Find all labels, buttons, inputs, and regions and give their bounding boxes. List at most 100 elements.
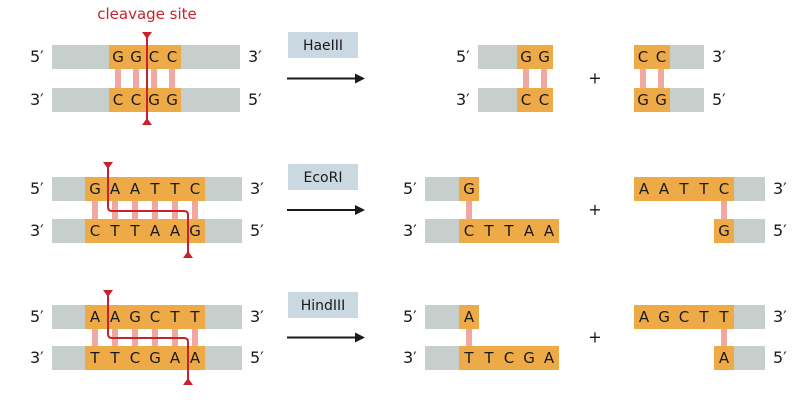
base-bottom: A	[170, 222, 181, 240]
five-prime-label: 5′	[248, 90, 262, 109]
base-bottom: T	[483, 349, 494, 367]
enzyme-box	[288, 32, 358, 58]
base-top: C	[679, 308, 689, 326]
base-top: T	[169, 180, 180, 198]
base-pair-bond	[721, 201, 727, 219]
three-prime-label: 3′	[248, 47, 262, 66]
base-bottom: C	[130, 349, 140, 367]
base-top: A	[639, 180, 650, 198]
left-product: 5′ 3′ G G C C	[456, 45, 553, 112]
plus-sign: +	[588, 328, 601, 347]
backbone-bottom	[425, 219, 459, 243]
base-pair-bond	[466, 201, 472, 219]
cleavage-marker-top	[142, 32, 152, 39]
base-bottom: C	[464, 222, 474, 240]
base-bottom: G	[523, 349, 535, 367]
base-bottom: A	[544, 222, 555, 240]
base-top: T	[718, 308, 729, 326]
base-pair-bond	[541, 69, 547, 88]
product-site-bottom	[517, 88, 553, 112]
base-top: G	[463, 180, 475, 198]
base-top: A	[659, 180, 670, 198]
recognition-site-top	[85, 177, 205, 201]
base-pair-bond	[658, 69, 664, 88]
base-bottom: G	[148, 91, 160, 109]
base-pair-bond	[151, 69, 157, 88]
base-pair-bond	[192, 201, 198, 219]
five-prime-label: 5′	[773, 221, 787, 240]
base-top: G	[112, 48, 124, 66]
base-bottom: T	[109, 349, 120, 367]
product-site-top	[517, 45, 553, 69]
recognition-site-bottom	[109, 88, 181, 112]
product-site-bottom	[459, 346, 559, 370]
plus-sign: +	[588, 200, 601, 219]
five-prime-label: 5′	[712, 90, 726, 109]
base-pair-bond	[115, 69, 121, 88]
base-top: A	[110, 180, 121, 198]
base-bottom: C	[539, 91, 549, 109]
base-bottom: G	[189, 222, 201, 240]
enzyme-label: EcoRI	[304, 170, 343, 186]
base-top: A	[110, 308, 121, 326]
base-top: C	[638, 48, 648, 66]
three-prime-label: 3′	[773, 307, 787, 326]
base-bottom: T	[129, 222, 140, 240]
base-bottom: G	[637, 91, 649, 109]
backbone-bottom	[425, 346, 459, 370]
base-bottom: C	[521, 91, 531, 109]
base-pair-bond	[466, 329, 472, 346]
cleavage-marker-top	[103, 162, 113, 169]
recognition-site-bottom	[85, 346, 205, 370]
five-prime-label: 5′	[403, 307, 417, 326]
backbone-top	[670, 45, 704, 69]
backbone-bottom	[670, 88, 704, 112]
base-pair-bond	[92, 201, 98, 219]
base-top: T	[189, 308, 200, 326]
product-site-bottom	[714, 219, 734, 243]
product-site-top	[459, 305, 479, 329]
base-top: A	[639, 308, 650, 326]
three-prime-label: 3′	[250, 179, 264, 198]
base-top: T	[678, 180, 689, 198]
right-product: 3′ 5′ C C G G	[634, 45, 726, 112]
product-site-top	[634, 305, 734, 329]
base-pair-bond	[169, 69, 175, 88]
three-prime-label: 3′	[30, 348, 44, 367]
backbone-top	[734, 177, 765, 201]
base-bottom: A	[544, 349, 555, 367]
base-pair-bond	[133, 69, 139, 88]
base-bottom: A	[150, 222, 161, 240]
three-prime-label: 3′	[773, 179, 787, 198]
base-top: A	[130, 180, 141, 198]
five-prime-label: 5′	[456, 47, 470, 66]
recognition-site-top	[85, 305, 205, 329]
base-bottom: C	[504, 349, 514, 367]
five-prime-label: 5′	[773, 348, 787, 367]
three-prime-label: 3′	[30, 90, 44, 109]
cleavage-marker-bottom	[183, 378, 193, 385]
five-prime-label: 5′	[250, 348, 264, 367]
three-prime-label: 3′	[403, 221, 417, 240]
backbone-bottom	[734, 219, 765, 243]
base-top: G	[520, 48, 532, 66]
base-top: G	[658, 308, 670, 326]
base-top: C	[150, 308, 160, 326]
reaction-arrowhead	[355, 332, 365, 343]
backbone-bottom	[734, 346, 765, 370]
base-bottom: T	[483, 222, 494, 240]
base-pair-bond	[92, 329, 98, 346]
base-bottom: G	[149, 349, 161, 367]
backbone-top	[425, 177, 459, 201]
base-bottom: C	[113, 91, 123, 109]
three-prime-label: 3′	[403, 348, 417, 367]
product-site-bottom	[459, 219, 559, 243]
base-top: C	[167, 48, 177, 66]
base-pair-bond	[640, 69, 646, 88]
product-site-bottom	[714, 346, 734, 370]
left-product: 5′3′GC T T A A	[403, 177, 559, 243]
cleavage-line	[107, 165, 189, 255]
five-prime-label: 5′	[250, 221, 264, 240]
